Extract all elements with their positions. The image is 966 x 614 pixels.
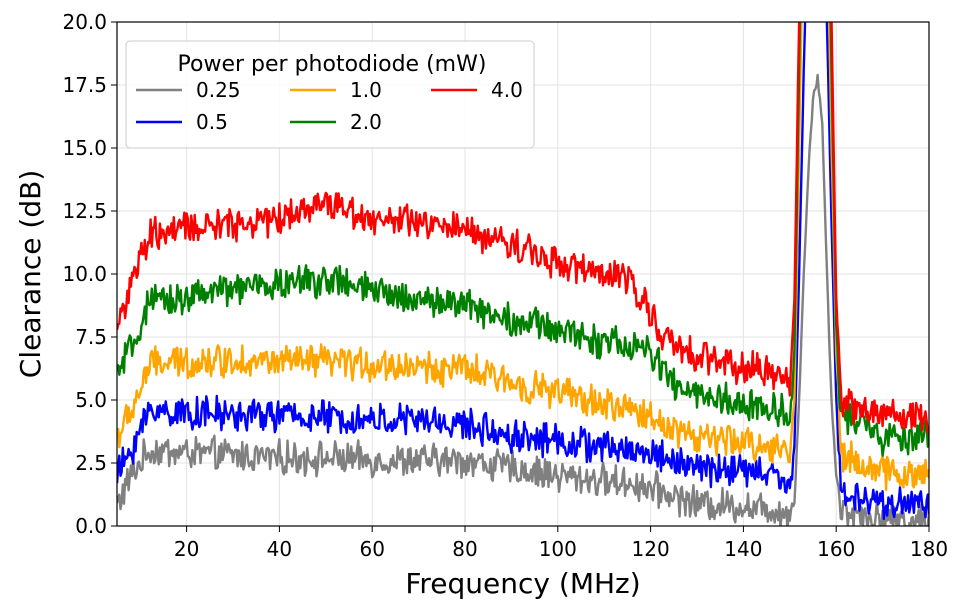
y-axis: 0.0 2.5 5.0 7.5 10.0 12.5 15.0 17.5 20.0 xyxy=(62,10,117,538)
y-tick-label: 15.0 xyxy=(62,136,107,160)
x-axis-title: Frequency (MHz) xyxy=(405,567,640,600)
y-tick-label: 7.5 xyxy=(75,325,107,349)
x-tick-label: 180 xyxy=(910,537,948,561)
x-tick-label: 100 xyxy=(539,537,577,561)
y-axis-title: Clearance (dB) xyxy=(14,170,47,378)
y-tick-label: 20.0 xyxy=(62,10,107,34)
legend-box xyxy=(125,40,535,149)
x-tick-label: 80 xyxy=(452,537,477,561)
series-line-4_0 xyxy=(117,22,929,436)
y-tick-label: 0.0 xyxy=(75,514,107,538)
series-line-0_25 xyxy=(117,73,929,526)
legend-label: 0.25 xyxy=(196,78,241,102)
x-tick-label: 40 xyxy=(267,537,292,561)
x-tick-label: 120 xyxy=(632,537,670,561)
x-tick-label: 20 xyxy=(174,537,199,561)
x-tick-label: 160 xyxy=(817,537,855,561)
legend-label: 2.0 xyxy=(350,110,382,134)
series-layer xyxy=(117,22,929,526)
y-tick-label: 10.0 xyxy=(62,262,107,286)
legend: Power per photodiode (mW) 0.25 0.5 1.0 2.0 4… xyxy=(125,40,535,149)
y-tick-label: 17.5 xyxy=(62,73,107,97)
legend-label: 0.5 xyxy=(196,110,228,134)
series-line-1_0 xyxy=(117,22,929,491)
legend-entries: 0.25 0.5 1.0 2.0 4.0 xyxy=(136,78,523,134)
x-axis: 20 40 60 80 100 120 140 160 180 xyxy=(174,526,948,561)
series-line-0_5 xyxy=(117,22,929,521)
legend-label: 1.0 xyxy=(350,78,382,102)
legend-label: 4.0 xyxy=(491,78,523,102)
legend-title: Power per photodiode (mW) xyxy=(178,52,487,77)
x-tick-label: 140 xyxy=(724,537,762,561)
y-tick-label: 2.5 xyxy=(75,451,107,475)
series-line-2_0 xyxy=(117,22,929,457)
y-tick-label: 12.5 xyxy=(62,199,107,223)
x-tick-label: 60 xyxy=(359,537,384,561)
y-tick-label: 5.0 xyxy=(75,388,107,412)
